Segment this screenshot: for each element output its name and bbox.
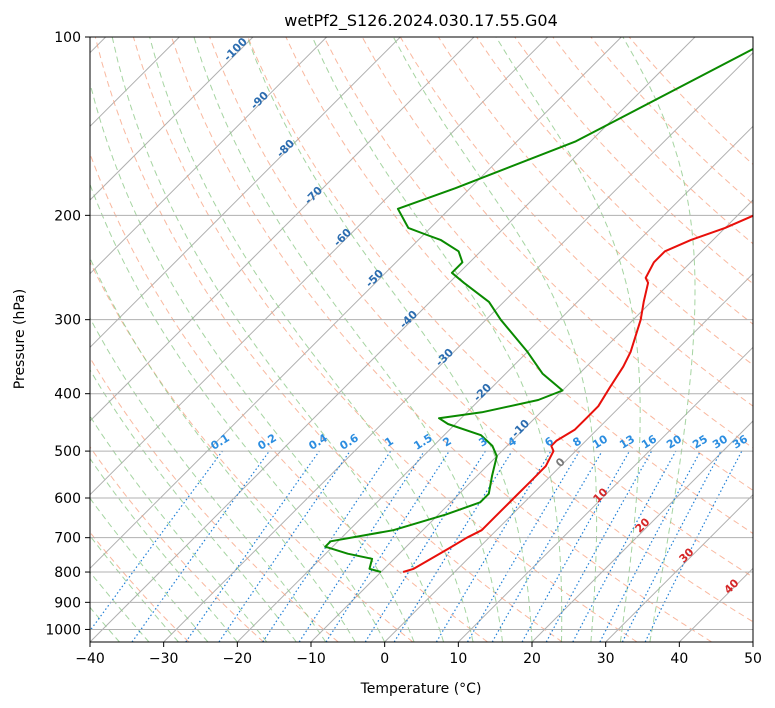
mixing-ratio-line [218, 450, 351, 642]
moist-adiabat-line [495, 37, 641, 642]
mixing-ratio-line [572, 450, 677, 642]
moist-adiabat-line [90, 256, 356, 642]
mixing-ratio-line [131, 450, 270, 642]
isotherm-line [605, 493, 753, 642]
x-tick-label: −10 [296, 651, 326, 667]
dry-adiabat-line [171, 37, 712, 642]
isotherm-line [90, 37, 254, 201]
x-tick-label: −20 [223, 651, 253, 667]
pressure-grid [90, 37, 753, 630]
isotherm-line [384, 272, 753, 642]
isotherm-line [90, 37, 622, 570]
mixing-ratio-line [393, 450, 513, 642]
x-axis-title: Temperature (°C) [360, 681, 482, 697]
y-tick-label: 400 [54, 387, 81, 403]
dry-adiabat-line [209, 37, 753, 623]
y-tick-label: 500 [54, 444, 81, 460]
mixing-ratio-line [644, 450, 743, 642]
mixing-ratio-line [325, 450, 450, 642]
x-axis: −40 −30 −20 −10 0 10 20 30 40 50 [75, 642, 762, 667]
x-tick-label: 0 [380, 651, 389, 667]
series-line-2 [324, 47, 753, 573]
dry-adiabat-line [90, 446, 264, 642]
dry-adiabat-line [90, 260, 414, 642]
dry-adiabat-line [323, 37, 753, 491]
background-lines [90, 37, 753, 642]
mixing-ratio-line [521, 450, 631, 642]
isotherm-line [752, 641, 753, 642]
mixing-ratio-line [90, 450, 223, 632]
x-tick-label: −30 [149, 651, 179, 667]
isotherm-line [90, 37, 401, 349]
plot-frame [89, 36, 754, 643]
x-tick-label: 10 [449, 651, 467, 667]
y-axis: 100 200 300 400 500 600 700 800 900 1000 [45, 30, 90, 638]
x-tick-label: 20 [523, 651, 541, 667]
x-tick-label: 50 [744, 651, 762, 667]
mixing-ratio-line [298, 450, 425, 642]
x-tick-label: −40 [75, 651, 105, 667]
series-layer [324, 47, 753, 573]
moist-adiabat-line [193, 37, 503, 642]
y-tick-label: 700 [54, 531, 81, 547]
moist-adiabat-line [246, 37, 533, 642]
series-line-1 [402, 214, 753, 573]
mixing-ratio-line [185, 450, 320, 642]
y-tick-label: 900 [54, 595, 81, 611]
dry-adiabat-line [247, 37, 753, 578]
x-tick-label: 40 [670, 651, 688, 667]
plot-background [90, 37, 753, 642]
moist-adiabat-line [90, 81, 415, 642]
moist-adiabat-line [622, 37, 696, 642]
y-tick-label: 100 [54, 30, 81, 46]
isotherm-line [163, 51, 753, 642]
y-tick-label: 200 [54, 208, 81, 224]
dry-adiabat-line [476, 37, 753, 325]
isotherm-line [90, 37, 549, 496]
dry-adiabat-line [285, 37, 753, 535]
y-tick-label: 300 [54, 313, 81, 329]
moist-adiabat-line [90, 535, 179, 642]
moist-adiabat-line [90, 368, 297, 642]
x-tick-label: 30 [597, 651, 615, 667]
mixing-ratio-line [545, 450, 653, 642]
dry-adiabat-line [514, 37, 753, 285]
moist-adiabat-line [90, 415, 268, 642]
moist-adiabat-line [111, 37, 445, 642]
dry-adiabat-line [132, 37, 638, 642]
moist-adiabat-line [392, 37, 598, 642]
moist-adiabat-line [90, 182, 386, 642]
chart-title: wetPf2_S126.2024.030.17.55.G04 [284, 11, 558, 31]
y-tick-label: 800 [54, 565, 81, 581]
y-axis-title: Pressure (hPa) [12, 289, 28, 389]
moist-adiabat-line [90, 497, 209, 642]
moist-adiabat-line [149, 37, 474, 642]
y-tick-label: 600 [54, 491, 81, 507]
isotherm-line [90, 37, 475, 422]
moist-adiabat-line [90, 317, 327, 642]
dry-adiabat-line [94, 37, 563, 642]
isotherm-line [90, 37, 696, 642]
isotherm-line [236, 125, 753, 642]
dry-adiabat-line [90, 356, 339, 642]
mixing-ratio-line [262, 450, 392, 642]
isotherm-line [90, 37, 328, 275]
moist-adiabat-line [90, 457, 238, 642]
y-tick-label: 1000 [45, 622, 81, 638]
